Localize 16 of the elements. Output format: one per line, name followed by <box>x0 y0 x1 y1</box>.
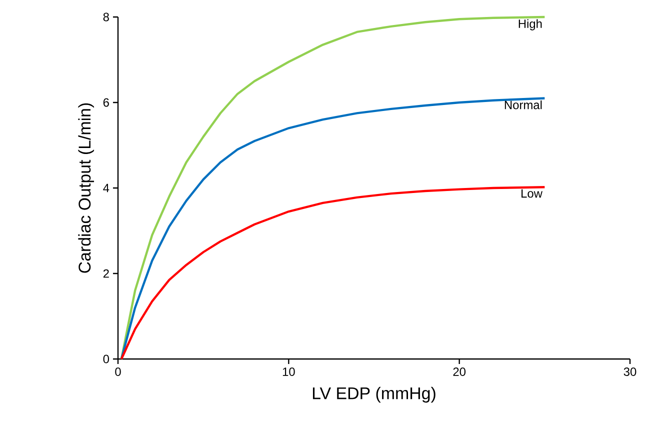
y-tick-label: 6 <box>103 98 109 107</box>
x-axis-title: LV EDP (mmHg) <box>312 386 436 403</box>
line-series <box>120 186 546 360</box>
series-label: Low <box>522 189 542 198</box>
y-tick-label: 4 <box>103 184 110 192</box>
line-series <box>120 97 546 360</box>
y-tick-label: 8 <box>103 12 109 22</box>
x-tick-label: 20 <box>453 368 466 376</box>
y-axis-title: Cardiac Output (L/min) <box>78 103 94 273</box>
series-label: Normal <box>504 100 542 110</box>
y-tick-label: 2 <box>103 269 109 278</box>
x-tick-label: 0 <box>115 368 121 376</box>
y-tick-label: 0 <box>103 354 110 364</box>
x-tick-label: 30 <box>624 368 636 376</box>
series-label: High <box>518 19 542 30</box>
x-tick-label: 10 <box>282 368 295 376</box>
